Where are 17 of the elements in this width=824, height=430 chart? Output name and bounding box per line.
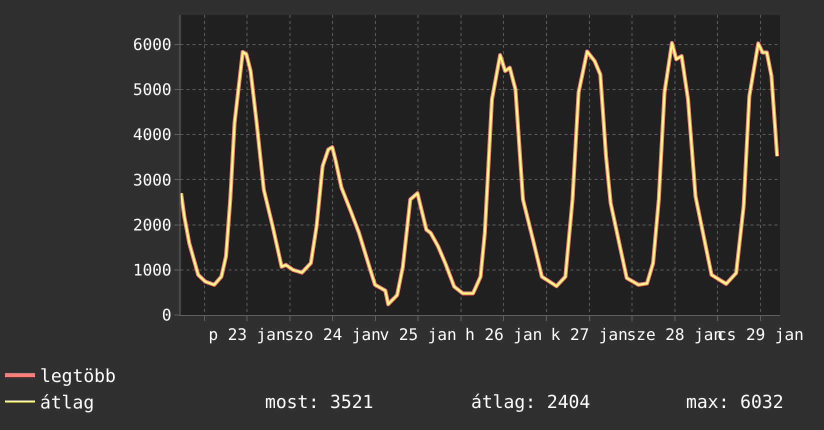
legend-label: átlag (40, 392, 94, 414)
y-tick-label: 6000 (133, 34, 172, 54)
y-tick-label: 5000 (133, 80, 172, 100)
y-tick-label: 0 (162, 306, 172, 325)
x-tick-label: v 25 jan (380, 325, 457, 344)
x-tick-label: szo 24 jan (284, 325, 381, 344)
legend-label: legtöbb (40, 366, 116, 388)
y-tick-label: 2000 (133, 215, 172, 234)
text: átlag: 2404 (471, 392, 590, 413)
x-tick-label: k 27 jan (550, 325, 628, 344)
x-tick-label: p 23 jan (208, 325, 286, 344)
y-tick-label: 1000 (133, 260, 172, 280)
y-tick-label: 4000 (133, 125, 172, 144)
x-tick-label: h 26 jan (465, 325, 542, 344)
text: most: 3521 (265, 392, 374, 413)
text: max: 6032 (686, 392, 784, 413)
y-tick-label: 3000 (133, 170, 172, 190)
